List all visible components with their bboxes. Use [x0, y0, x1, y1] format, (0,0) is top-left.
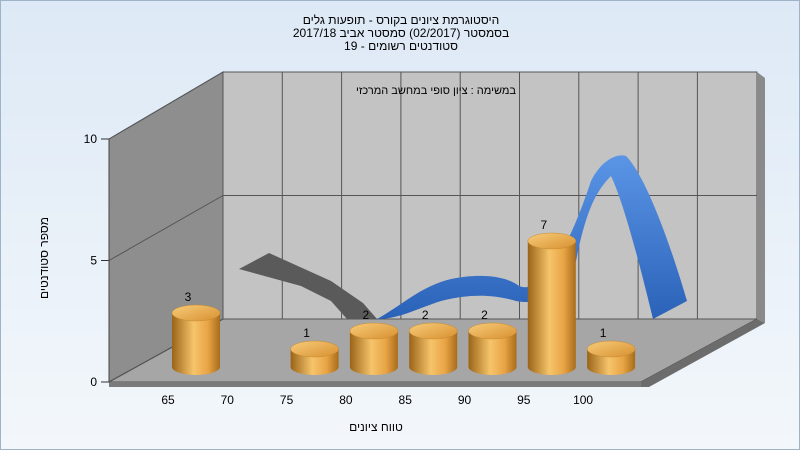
bar-top: [171, 304, 221, 322]
bar-top: [290, 340, 339, 358]
bar: 1: [586, 326, 636, 375]
back-wall-side: [757, 72, 765, 323]
curve-shadow: [239, 253, 377, 319]
x-tick-label: 75: [280, 393, 294, 407]
bar-body: [349, 331, 398, 375]
x-tick-label: 65: [161, 393, 175, 407]
bar-body: [527, 241, 576, 375]
bar-data-label: 2: [422, 308, 429, 322]
x-tick-label: 80: [339, 393, 353, 407]
y-axis-title: מספר סטודנטים: [37, 216, 51, 300]
x-tick-label: 95: [517, 393, 531, 407]
x-tick-label: 90: [458, 393, 472, 407]
left-wall-gridline: [108, 71, 224, 140]
bar: 2: [468, 308, 517, 375]
bar-data-label: 2: [363, 308, 370, 322]
bar-data-label: 1: [303, 326, 310, 340]
bar-top: [349, 322, 399, 340]
bar-data-label: 1: [600, 326, 607, 340]
bar-body: [468, 331, 517, 375]
y-tick-label: 10: [84, 132, 98, 146]
y-tick-label: 5: [90, 254, 97, 268]
bar-top: [527, 232, 577, 250]
chart-title-line-3: סטודנטים רשומים - 19: [344, 39, 458, 53]
bar: 2: [408, 308, 458, 375]
bar-data-label: 7: [540, 218, 547, 232]
bar-top: [586, 340, 636, 358]
floor-edge: [109, 382, 641, 387]
bar: 2: [349, 308, 399, 375]
floor-side: [641, 319, 765, 387]
x-tick-label: 85: [399, 393, 413, 407]
chart-title-line-2: בסמסטר (02/2017) סמסטר אביב 2017/18: [292, 26, 510, 40]
bar: 3: [171, 290, 221, 375]
bar: 1: [290, 326, 339, 375]
x-tick-label: 100: [573, 393, 593, 407]
bar: 7: [527, 218, 577, 375]
x-axis-title: טווח ציונים: [349, 420, 403, 434]
bar-data-label: 3: [185, 290, 192, 304]
bar-body: [409, 331, 458, 375]
left-wall-gridline: [108, 195, 224, 261]
bar-top: [408, 322, 458, 340]
chart-title-line-1: היסטוגרמת ציונים בקורס - תופעות גלים: [302, 13, 500, 27]
y-tick-label: 0: [90, 375, 97, 389]
bar-body: [172, 313, 220, 375]
bar-data-label: 2: [481, 308, 488, 322]
chart-subtitle: במשימה : ציון סופי במחשב המרכזי: [355, 85, 516, 97]
bar-top: [468, 322, 517, 340]
x-tick-label: 70: [221, 393, 235, 407]
